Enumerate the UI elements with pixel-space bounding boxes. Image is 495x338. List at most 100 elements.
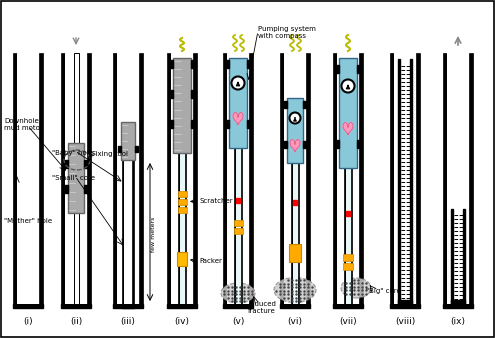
Text: "Small" core: "Small" core bbox=[52, 175, 95, 181]
Bar bbox=[236, 198, 240, 202]
Bar bbox=[225, 120, 229, 128]
Bar bbox=[132, 160, 134, 308]
Bar bbox=[65, 53, 87, 304]
Bar bbox=[289, 244, 301, 262]
Bar bbox=[410, 59, 412, 304]
Bar bbox=[394, 53, 416, 304]
Bar bbox=[122, 304, 134, 308]
Bar bbox=[122, 160, 124, 308]
Polygon shape bbox=[343, 123, 353, 135]
Bar bbox=[451, 300, 465, 304]
Bar bbox=[139, 53, 143, 308]
Bar bbox=[61, 304, 91, 308]
Bar bbox=[234, 148, 236, 304]
Ellipse shape bbox=[341, 278, 371, 298]
Bar bbox=[73, 53, 79, 304]
Text: (ii): (ii) bbox=[70, 317, 82, 326]
Bar bbox=[167, 53, 171, 308]
Bar bbox=[303, 141, 306, 148]
Bar bbox=[185, 153, 186, 304]
Bar bbox=[171, 53, 193, 304]
Text: (i): (i) bbox=[23, 317, 33, 326]
Bar bbox=[13, 304, 43, 308]
Text: (ix): (ix) bbox=[450, 317, 465, 326]
Text: "Baby" hole: "Baby" hole bbox=[52, 150, 93, 156]
Bar bbox=[68, 143, 84, 213]
Text: (iv): (iv) bbox=[175, 317, 190, 326]
Text: Pumping system
with compass: Pumping system with compass bbox=[258, 26, 316, 39]
Bar bbox=[229, 58, 247, 148]
Circle shape bbox=[233, 77, 244, 89]
Bar bbox=[344, 168, 346, 304]
Polygon shape bbox=[233, 113, 243, 125]
Text: (viii): (viii) bbox=[395, 317, 415, 326]
Bar bbox=[297, 163, 299, 304]
Bar bbox=[180, 153, 185, 304]
Text: (v): (v) bbox=[232, 317, 244, 326]
Bar bbox=[249, 53, 253, 308]
Bar bbox=[64, 185, 68, 193]
Bar bbox=[335, 65, 339, 73]
Bar bbox=[117, 53, 139, 304]
Text: "Mother" hole: "Mother" hole bbox=[4, 218, 52, 224]
Bar bbox=[84, 185, 88, 193]
Bar bbox=[398, 59, 400, 304]
Bar bbox=[169, 90, 173, 98]
Bar bbox=[64, 160, 68, 168]
Bar bbox=[333, 53, 337, 308]
Bar bbox=[359, 53, 363, 308]
Bar bbox=[178, 153, 180, 304]
Bar bbox=[357, 65, 361, 73]
Bar bbox=[280, 304, 310, 308]
Bar bbox=[333, 304, 363, 308]
Bar bbox=[346, 211, 350, 216]
Bar bbox=[390, 304, 420, 308]
Bar bbox=[451, 209, 453, 304]
Bar bbox=[284, 101, 287, 108]
Bar bbox=[447, 53, 469, 304]
Bar bbox=[398, 300, 412, 304]
Bar bbox=[191, 90, 195, 98]
Bar bbox=[177, 252, 187, 266]
Bar bbox=[173, 58, 191, 153]
Text: (iii): (iii) bbox=[121, 317, 136, 326]
Bar bbox=[443, 53, 447, 308]
Bar bbox=[469, 53, 473, 308]
Bar bbox=[169, 60, 173, 68]
Bar bbox=[287, 98, 303, 163]
Text: "Big" core: "Big" core bbox=[366, 288, 401, 294]
Bar bbox=[118, 146, 121, 152]
Circle shape bbox=[231, 76, 245, 90]
Bar bbox=[124, 160, 132, 304]
Bar bbox=[178, 208, 187, 213]
Bar bbox=[223, 53, 227, 308]
Bar bbox=[443, 304, 473, 308]
Polygon shape bbox=[290, 140, 300, 152]
Bar bbox=[191, 60, 195, 68]
Bar bbox=[234, 228, 243, 234]
Bar bbox=[339, 58, 357, 168]
Bar bbox=[337, 53, 359, 304]
Bar bbox=[346, 168, 350, 304]
Text: Induced
fracture: Induced fracture bbox=[248, 301, 276, 314]
Bar bbox=[343, 254, 353, 261]
Text: few meters: few meters bbox=[151, 216, 156, 252]
Bar bbox=[61, 53, 65, 308]
Bar bbox=[284, 141, 287, 148]
Bar bbox=[241, 148, 242, 304]
Bar bbox=[227, 53, 249, 304]
Bar bbox=[293, 163, 297, 304]
Text: (vi): (vi) bbox=[288, 317, 302, 326]
Bar bbox=[193, 53, 197, 308]
Bar bbox=[113, 53, 117, 308]
Bar bbox=[113, 304, 143, 308]
Bar bbox=[416, 53, 420, 308]
Bar bbox=[135, 146, 138, 152]
Bar bbox=[357, 140, 361, 148]
Bar bbox=[284, 53, 306, 304]
Bar bbox=[225, 60, 229, 68]
Bar bbox=[13, 53, 17, 308]
Bar bbox=[350, 168, 352, 304]
Bar bbox=[178, 199, 187, 206]
Text: Packer: Packer bbox=[199, 258, 222, 264]
